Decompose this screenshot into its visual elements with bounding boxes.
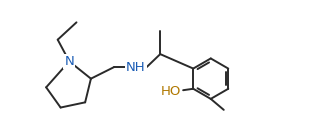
Text: HO: HO [161,85,181,98]
Text: NH: NH [126,61,145,74]
Text: N: N [64,55,74,68]
